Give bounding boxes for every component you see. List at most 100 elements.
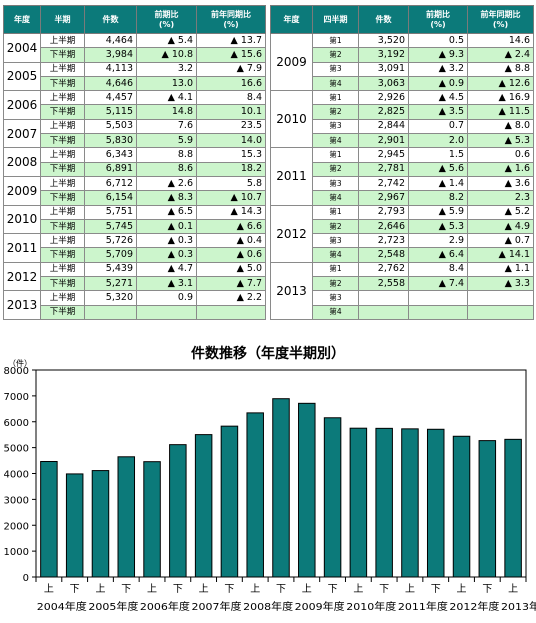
yoy-ratio-cell: ▲ 8.0 (467, 118, 534, 135)
period-cell: 第1 (312, 32, 359, 49)
header-cell: 件数 (84, 5, 137, 34)
table-row: 2011 上半期 5,726 ▲ 0.3 ▲ 0.4 (3, 233, 266, 263)
count-cell: 2,967 (358, 190, 409, 206)
table-row: 第3 2,742 ▲ 1.4 ▲ 3.6 (271, 175, 534, 192)
x-tick-label: 下 (482, 584, 492, 595)
count-cell: 6,343 (84, 147, 137, 163)
count-cell: 5,271 (84, 276, 137, 292)
header-cell: 前年同期比 (%) (467, 5, 534, 34)
count-cell: 3,520 (358, 32, 409, 49)
count-cell: 5,709 (84, 247, 137, 263)
header-cell: 年度 (3, 5, 41, 34)
year-cell: 2010 (270, 90, 313, 149)
y-tick-label: 2000 (4, 521, 29, 532)
x-tick-label: 上 (302, 583, 312, 595)
yoy-ratio-cell: ▲ 0.4 (196, 233, 266, 249)
yoy-ratio-cell: ▲ 12.6 (467, 75, 534, 92)
count-cell (358, 290, 409, 306)
table-row: 下半期 5,271 ▲ 3.1 ▲ 7.7 (4, 276, 266, 292)
yoy-ratio-cell: ▲ 6.6 (196, 218, 266, 235)
prev-ratio-cell: 13.0 (136, 75, 197, 92)
x-group-label: 2004年度 (37, 600, 87, 613)
count-cell: 5,320 (84, 290, 137, 306)
x-tick-label: 下 (173, 584, 183, 595)
period-cell: 上半期 (40, 175, 85, 192)
year-cell: 2011 (270, 147, 313, 206)
header-cell: 前期比 (%) (136, 5, 197, 34)
count-cell: 3,063 (358, 75, 409, 92)
period-cell: 第4 (312, 247, 359, 263)
count-cell: 2,901 (358, 133, 409, 149)
yoy-ratio-cell: ▲ 16.9 (467, 90, 534, 106)
table-row: 2008 上半期 6,343 8.8 15.3 (3, 147, 266, 177)
x-tick-label: 上 (353, 583, 363, 595)
year-cell: 2013 (3, 290, 41, 320)
x-tick-label: 上 (147, 583, 157, 595)
period-cell: 第2 (312, 276, 359, 292)
prev-ratio-cell: 8.2 (408, 190, 468, 206)
table-row: 第4 2,967 8.2 2.3 (271, 190, 534, 206)
prev-ratio-cell: ▲ 1.4 (408, 175, 468, 192)
yoy-ratio-cell: 15.3 (196, 147, 266, 163)
period-cell: 第4 (312, 133, 359, 149)
x-tick-label: 下 (121, 584, 131, 595)
bar (375, 427, 393, 578)
prev-ratio-cell: ▲ 0.3 (136, 247, 197, 263)
table-row: 第2 2,781 ▲ 5.6 ▲ 1.6 (271, 161, 534, 177)
period-cell: 下半期 (40, 47, 85, 63)
year-cell: 2010 (3, 204, 41, 235)
count-cell: 4,646 (84, 75, 137, 92)
period-cell: 第4 (312, 304, 359, 320)
count-cell: 3,192 (358, 47, 409, 63)
count-cell: 2,742 (358, 175, 409, 192)
table-row: 2007 上半期 5,503 7.6 23.5 (3, 118, 266, 149)
yoy-ratio-cell: 16.6 (196, 75, 266, 92)
prev-ratio-cell: ▲ 5.4 (136, 32, 197, 49)
header-cell: 件数 (358, 5, 409, 34)
table-row: 第3 2,844 0.7 ▲ 8.0 (271, 118, 534, 135)
chart-title: 件数推移（年度半期別） (191, 346, 345, 362)
x-tick-label: 上 (199, 583, 209, 595)
table-row: 下半期 6,154 ▲ 8.3 ▲ 10.7 (4, 190, 266, 206)
period-cell: 上半期 (40, 233, 85, 249)
year-cell: 2012 (270, 204, 313, 263)
bar (401, 428, 419, 578)
year-cell: 2004 (3, 33, 41, 63)
yoy-ratio-cell: ▲ 0.6 (196, 247, 266, 263)
count-cell: 5,503 (84, 118, 137, 135)
table-row: 2004 上半期 4,464 ▲ 5.4 ▲ 13.7 (3, 32, 266, 63)
table-row: 下半期 5,115 14.8 10.1 (4, 104, 266, 120)
table-row: 2006 上半期 4,457 ▲ 4.1 8.4 (3, 90, 266, 120)
year-cell: 2006 (3, 90, 41, 120)
yoy-ratio-cell: 18.2 (196, 161, 266, 177)
table-row: 下半期 4,646 13.0 16.6 (4, 75, 266, 92)
table-row: 2013 第1 2,762 8.4 ▲ 1.1 (270, 261, 534, 320)
period-cell: 上半期 (40, 61, 85, 77)
count-cell: 2,762 (358, 261, 409, 278)
period-cell: 第2 (312, 104, 359, 120)
y-tick-label: 6000 (4, 418, 29, 429)
count-cell: 5,751 (84, 204, 137, 220)
period-cell: 第1 (312, 90, 359, 106)
yoy-ratio-cell: ▲ 5.3 (467, 133, 534, 149)
table-row: 第2 2,646 ▲ 5.3 ▲ 4.9 (271, 218, 534, 235)
bar-chart: （件） 0 1000 2000 3000 4000 5000 6000 7000 8000 上 下 上 下… (4, 358, 536, 613)
period-cell: 第4 (312, 190, 359, 206)
header-cell: 四半期 (312, 5, 359, 34)
count-cell: 6,891 (84, 161, 137, 177)
yoy-ratio-cell: 5.8 (196, 175, 266, 192)
yoy-ratio-cell: 14.6 (467, 32, 534, 49)
year-cell: 2009 (270, 32, 313, 92)
yoy-ratio-cell: ▲ 5.0 (196, 261, 266, 278)
period-cell: 第1 (312, 204, 359, 220)
prev-ratio-cell: 2.0 (408, 133, 468, 149)
yoy-ratio-cell (467, 290, 534, 306)
x-group-label: 2008年度 (243, 600, 293, 613)
bar (194, 434, 213, 578)
x-tick-label: 上 (457, 583, 467, 595)
x-tick-label: 上 (95, 583, 105, 595)
count-cell: 2,825 (358, 104, 409, 120)
prev-ratio-cell (408, 304, 468, 320)
header-cell: 前年同期比 (%) (196, 5, 266, 34)
prev-ratio-cell: ▲ 4.7 (136, 261, 197, 278)
